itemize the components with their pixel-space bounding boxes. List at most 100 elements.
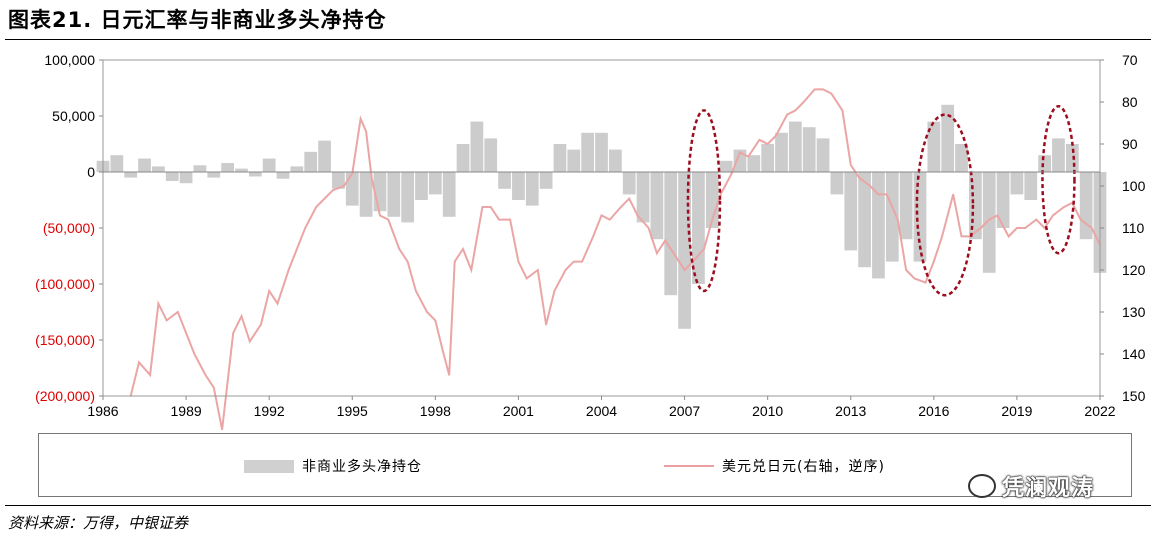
chart-title: 图表21. 日元汇率与非商业多头净持仓 — [8, 8, 387, 32]
usdjpy-point — [359, 118, 362, 120]
annotation-layer — [686, 104, 1076, 297]
area-bar — [1052, 138, 1065, 172]
usdjpy-point — [1063, 206, 1065, 208]
usdjpy-point — [387, 218, 390, 221]
usdjpy-point — [240, 315, 243, 318]
usdjpy-point — [304, 227, 306, 229]
usdjpy-point — [406, 260, 409, 263]
area-bar — [318, 140, 331, 172]
area-bar — [1024, 172, 1038, 200]
y-right-tick-label: 150 — [1122, 388, 1146, 404]
y-left-tick-label: (150,000) — [35, 332, 95, 348]
x-tick-label: 2010 — [752, 403, 783, 419]
highlight-ellipse — [686, 109, 722, 293]
y-left-tick-label: 100,000 — [44, 52, 95, 68]
usdjpy-point — [221, 428, 223, 430]
usdjpy-point — [905, 269, 907, 271]
y-left-tick-label: (200,000) — [35, 388, 95, 404]
bottom-rule — [5, 505, 1151, 506]
area-bar — [844, 172, 858, 251]
area-bar — [802, 127, 816, 172]
area-bar — [138, 158, 151, 172]
legend-swatch-line — [664, 465, 714, 467]
usdjpy-point — [276, 302, 279, 305]
usdjpy-point — [157, 302, 160, 305]
area-bar — [567, 149, 581, 172]
usdjpy-point — [268, 290, 270, 292]
area-bar — [359, 172, 373, 217]
usdjpy-point — [830, 92, 833, 95]
usdjpy-point — [509, 218, 511, 221]
usdjpy-point — [703, 248, 705, 250]
usdjpy-point — [365, 130, 367, 133]
usdjpy-point — [869, 185, 871, 187]
y-right-tick-label: 140 — [1122, 346, 1146, 362]
area-bar — [221, 163, 234, 172]
usdjpy-point — [980, 227, 982, 229]
area-bar — [124, 172, 138, 178]
legend-item-area: 非商业多头净持仓 — [244, 456, 422, 476]
usdjpy-point — [1090, 227, 1093, 229]
usdjpy-point — [897, 218, 899, 221]
usdjpy-point — [517, 260, 520, 263]
x-tick-label: 1989 — [171, 403, 202, 419]
usdjpy-line-layer — [129, 88, 1101, 430]
area-bar — [982, 172, 996, 273]
usdjpy-point — [545, 323, 547, 326]
usdjpy-point — [426, 311, 428, 313]
x-tick-label: 2004 — [586, 403, 617, 419]
usdjpy-point — [1016, 227, 1018, 229]
legend-item-line: 美元兑日元(右轴，逆序) — [664, 456, 885, 476]
area-bar — [387, 172, 401, 217]
area-bar — [830, 172, 844, 195]
usdjpy-point — [628, 197, 630, 200]
y-right-tick-label: 80 — [1122, 94, 1138, 110]
area-bar — [345, 172, 359, 206]
x-tick-label: 2001 — [503, 403, 534, 419]
usdjpy-point — [379, 214, 381, 217]
x-tick-label: 2007 — [669, 403, 700, 419]
usdjpy-point — [730, 172, 733, 175]
area-bar — [428, 172, 442, 195]
area-bar — [872, 172, 885, 279]
area-bar — [595, 132, 608, 172]
usdjpy-point — [1024, 227, 1027, 229]
usdjpy-point — [453, 260, 456, 263]
area-bar — [816, 138, 830, 172]
usdjpy-point — [620, 206, 622, 208]
usdjpy-point — [398, 248, 401, 250]
usdjpy-point — [553, 290, 556, 292]
usdjpy-point — [636, 214, 639, 217]
area-bar — [719, 160, 733, 172]
area-bar — [692, 172, 705, 284]
area-bar — [1065, 144, 1079, 172]
usdjpy-point — [877, 193, 880, 196]
y-left-tick-label: (50,000) — [43, 220, 95, 236]
area-bar — [622, 172, 636, 195]
legend: 非商业多头净持仓 美元兑日元(右轴，逆序) — [38, 433, 1132, 497]
area-bar — [484, 138, 498, 172]
area-bar — [1038, 155, 1051, 172]
area-bar — [1079, 172, 1093, 240]
usdjpy-point — [988, 218, 991, 221]
usdjpy-point — [739, 151, 741, 154]
usdjpy-point — [609, 218, 611, 221]
usdjpy-point — [537, 269, 539, 271]
area-bar — [608, 149, 622, 172]
usdjpy-point — [260, 323, 262, 326]
usdjpy-point — [149, 374, 151, 376]
x-tick-label: 1998 — [420, 403, 451, 419]
area-bar — [165, 172, 179, 181]
x-tick-label: 2013 — [835, 403, 866, 419]
area-bar — [678, 172, 691, 329]
position-area-layer — [96, 104, 1107, 329]
area-bar — [470, 121, 484, 172]
usdjpy-point — [248, 340, 251, 343]
usdjpy-point — [193, 353, 196, 355]
usdjpy-point — [592, 235, 594, 238]
area-bar — [733, 149, 747, 172]
area-bar — [276, 172, 290, 179]
usdjpy-point — [1007, 235, 1010, 238]
usdjpy-point — [1035, 218, 1038, 221]
usdjpy-point — [498, 218, 500, 221]
